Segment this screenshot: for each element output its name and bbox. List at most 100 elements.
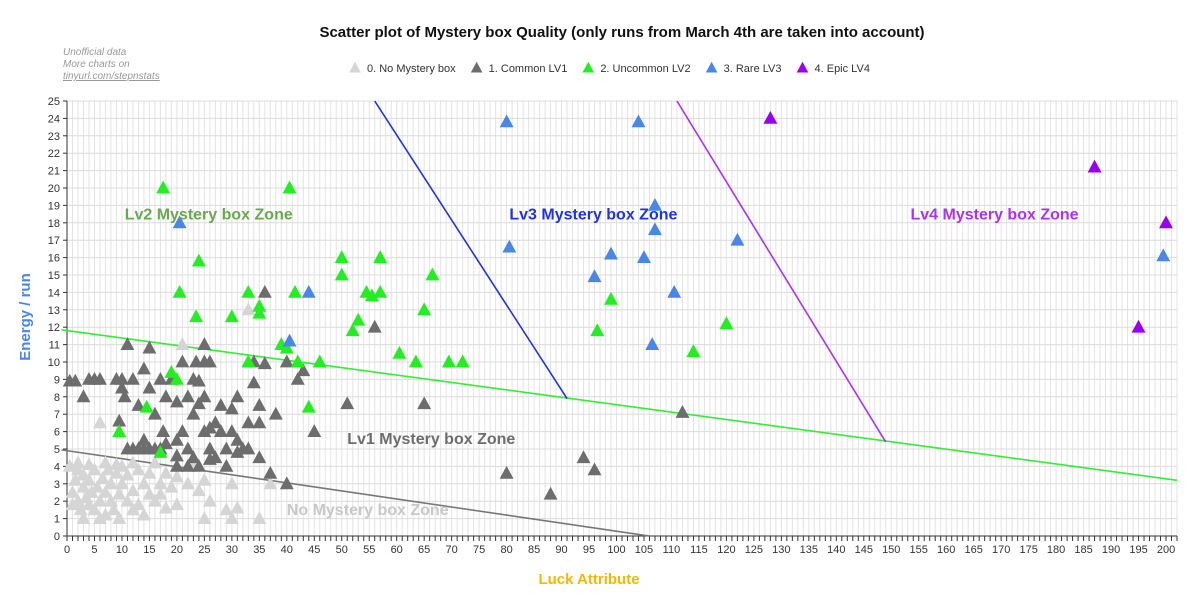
x-tick-label: 200	[1157, 544, 1175, 556]
data-point	[142, 465, 157, 479]
note-link[interactable]: tinyurl.com/stepnstats	[63, 71, 160, 82]
data-point	[71, 493, 85, 507]
data-point	[156, 424, 171, 437]
data-point	[68, 472, 83, 486]
legend-label: 3. Rare LV3	[724, 63, 782, 75]
series-0	[62, 302, 278, 524]
data-point	[101, 462, 116, 476]
y-tick-label: 4	[54, 461, 60, 473]
legend-item-2: 2. Uncommon LV2	[582, 61, 691, 75]
x-tick-label: 145	[855, 544, 873, 556]
data-point	[290, 371, 305, 385]
data-point	[252, 298, 267, 312]
data-point	[367, 319, 382, 333]
x-tick-label: 195	[1129, 544, 1147, 556]
data-point	[125, 455, 140, 469]
zone-label: Lv3 Mystery box Zone	[509, 206, 677, 223]
x-tick-label: 130	[772, 544, 790, 556]
data-point	[241, 302, 256, 316]
data-point	[645, 337, 660, 350]
data-point	[191, 373, 206, 387]
x-tick-label: 190	[1102, 544, 1120, 556]
data-point	[191, 483, 206, 497]
data-point	[158, 436, 173, 450]
data-point	[120, 467, 135, 481]
data-point	[120, 493, 135, 507]
data-point	[502, 239, 517, 253]
series-2	[112, 180, 734, 458]
data-point	[112, 413, 127, 427]
data-point	[197, 337, 212, 350]
data-point	[65, 497, 80, 511]
data-point	[441, 354, 456, 368]
x-tick-label: 65	[418, 544, 430, 556]
zone-boundary-line	[676, 100, 887, 443]
data-point	[87, 502, 102, 516]
y-tick-label: 13	[48, 305, 60, 317]
data-point	[307, 424, 322, 437]
data-point	[164, 365, 179, 378]
data-point	[425, 267, 440, 281]
data-point	[125, 483, 140, 497]
x-tick-label: 10	[116, 544, 128, 556]
y-tick-label: 12	[48, 322, 60, 334]
data-point	[180, 389, 195, 403]
legend-item-0: 0. No Mystery box	[349, 61, 456, 75]
x-tick-label: 135	[800, 544, 818, 556]
data-point	[252, 415, 267, 429]
zone-label: No Mystery box Zone	[287, 502, 449, 519]
data-point	[543, 486, 558, 500]
data-point	[208, 415, 223, 429]
data-point	[252, 511, 267, 524]
data-point	[125, 371, 140, 385]
data-point	[175, 337, 190, 350]
data-point	[392, 345, 407, 359]
data-point	[156, 180, 171, 194]
y-tick-label: 8	[54, 392, 60, 404]
data-point	[202, 452, 217, 465]
data-point	[82, 472, 96, 486]
data-point	[224, 476, 239, 490]
data-point	[142, 340, 157, 354]
data-point	[373, 250, 388, 263]
data-point	[136, 432, 151, 446]
data-point	[169, 458, 184, 472]
data-point	[197, 511, 212, 524]
data-point	[587, 269, 602, 283]
data-point	[191, 253, 206, 267]
data-point	[351, 312, 366, 326]
data-point	[191, 396, 206, 410]
data-point	[455, 354, 470, 368]
data-point	[93, 415, 107, 429]
data-point	[675, 405, 690, 418]
legend-marker	[470, 61, 483, 73]
zone-label: Lv4 Mystery box Zone	[910, 206, 1078, 223]
zone-boundary-line	[374, 100, 568, 399]
data-point	[288, 284, 303, 298]
data-point	[202, 441, 217, 455]
data-point	[82, 457, 96, 471]
data-point	[667, 284, 682, 298]
zone-boundary-line	[61, 329, 1178, 482]
legend-label: 4. Epic LV4	[815, 63, 870, 75]
series-1	[62, 284, 690, 500]
data-point	[763, 110, 778, 124]
data-point	[112, 486, 127, 500]
data-point	[1156, 248, 1171, 262]
x-tick-label: 20	[171, 544, 183, 556]
x-tick-label: 50	[336, 544, 348, 556]
data-point	[73, 502, 88, 516]
data-point	[147, 455, 162, 469]
data-point	[224, 424, 239, 437]
data-point	[147, 406, 162, 420]
x-tick-label: 60	[391, 544, 403, 556]
data-point	[95, 471, 110, 484]
data-point	[279, 340, 294, 354]
data-point	[158, 500, 173, 514]
x-tick-label: 55	[363, 544, 375, 556]
note-unofficial: Unofficial data	[63, 47, 127, 58]
data-point	[213, 424, 228, 437]
y-tick-label: 14	[48, 287, 60, 299]
x-tick-label: 40	[281, 544, 293, 556]
